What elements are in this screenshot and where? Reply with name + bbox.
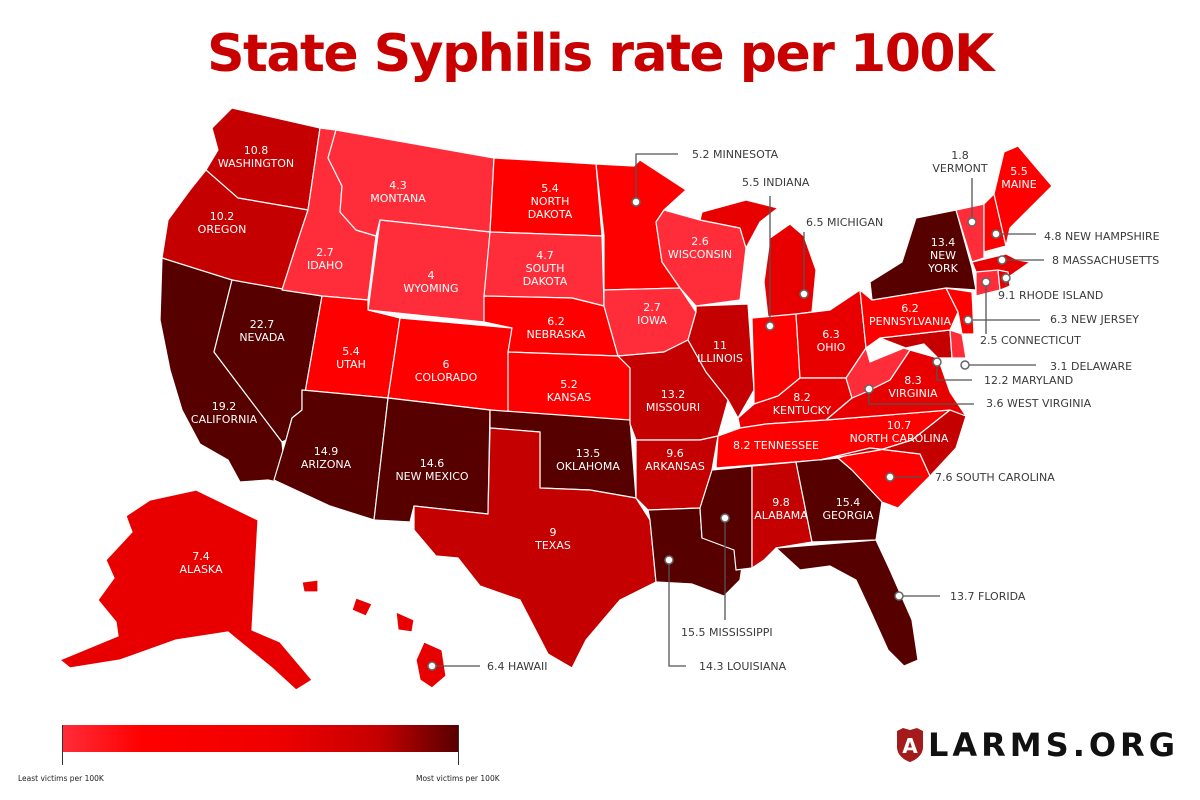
- legend-high-label: Most victims per 100K: [416, 774, 500, 783]
- pin-florida: [894, 591, 904, 601]
- state-colorado[interactable]: [387, 317, 513, 413]
- callout-florida: 13.7 FLORIDA: [950, 590, 1026, 603]
- callout-south-carolina: 7.6 SOUTH CAROLINA: [935, 471, 1055, 484]
- color-scale-legend: [62, 725, 459, 765]
- callout-massachusetts: 8 MASSACHUSETTS: [1052, 254, 1159, 267]
- state-west-virginia[interactable]: [845, 347, 911, 399]
- label-kansas: 5.2 KANSAS: [547, 378, 591, 404]
- label-montana: 4.3 MONTANA: [370, 179, 426, 205]
- label-virginia: 8.3 VIRGINIA: [888, 374, 938, 400]
- callout-hawaii: 6.4 HAWAII: [487, 660, 547, 673]
- leader-maryland: [936, 362, 972, 381]
- state-hawaii-island-4[interactable]: [301, 579, 319, 593]
- label-alaska: 7.4 ALASKA: [180, 550, 223, 576]
- label-arkansas: 9.6 ARKANSAS: [645, 447, 705, 473]
- label-nevada: 22.7 NEVADA: [239, 318, 285, 344]
- callout-west-virginia: 3.6 WEST VIRGINIA: [986, 397, 1092, 410]
- pin-west-virginia: [864, 384, 874, 394]
- pin-minnesota: [631, 197, 641, 207]
- label-kentucky: 8.2 KENTUCKY: [773, 391, 832, 417]
- brand-text: LARMS.ORG: [928, 726, 1179, 764]
- label-colorado: 6 COLORADO: [415, 358, 478, 384]
- label-north-carolina: 10.7 NORTH CAROLINA: [850, 419, 949, 445]
- label-illinois: 11 ILLINOIS: [697, 339, 743, 365]
- state-maine[interactable]: [993, 145, 1053, 247]
- label-maine: 5.5 MAINE: [1001, 165, 1036, 191]
- label-georgia: 15.4 GEORGIA: [822, 496, 874, 522]
- state-delaware[interactable]: [949, 329, 967, 359]
- pin-michigan: [799, 289, 809, 299]
- state-michigan-lower[interactable]: [763, 223, 817, 319]
- label-california: 19.2 CALIFORNIA: [191, 400, 258, 426]
- shield-icon: A: [897, 728, 923, 762]
- pin-delaware: [960, 360, 970, 370]
- callout-new-hampshire: 4.8 NEW HAMPSHIRE: [1044, 230, 1160, 243]
- state-montana[interactable]: [327, 129, 495, 237]
- pin-massachusetts: [997, 255, 1007, 265]
- pin-louisiana: [664, 555, 674, 565]
- leader-louisiana: [668, 560, 686, 667]
- state-vermont[interactable]: [955, 203, 985, 263]
- callout-maryland: 12.2 MARYLAND: [984, 374, 1073, 387]
- callout-indiana: 5.5 INDIANA: [742, 176, 810, 189]
- callout-minnesota: 5.2 MINNESOTA: [692, 148, 779, 161]
- state-florida[interactable]: [775, 539, 919, 667]
- pin-hawaii: [427, 661, 437, 671]
- label-wyoming: 4 WYOMING: [403, 269, 458, 295]
- label-north-dakota: 5.4 NORTH DAKOTA: [528, 182, 573, 221]
- label-nebraska: 6.2 NEBRASKA: [527, 315, 586, 341]
- label-texas: 9 TEXAS: [534, 526, 571, 552]
- label-utah: 5.4 UTAH: [336, 345, 366, 371]
- label-missouri: 13.2 MISSOURI: [646, 388, 700, 414]
- label-iowa: 2.7 IOWA: [637, 301, 667, 327]
- state-texas[interactable]: [413, 427, 657, 669]
- label-idaho: 2.7 IDAHO: [307, 246, 343, 272]
- state-hawaii-island-3[interactable]: [351, 597, 373, 617]
- label-washington: 10.8 WASHINGTON: [218, 144, 294, 170]
- state-illinois[interactable]: [687, 303, 755, 419]
- callout-delaware: 3.1 DELAWARE: [1050, 360, 1132, 373]
- legend-tick-high: [458, 725, 459, 765]
- callout-mississippi: 15.5 MISSISSIPPI: [681, 626, 773, 639]
- callout-rhode-island: 9.1 RHODE ISLAND: [998, 289, 1103, 302]
- chart-title: State Syphilis rate per 100K: [207, 24, 994, 84]
- label-wisconsin: 2.6 WISCONSIN: [668, 235, 732, 261]
- leader-west-virginia: [868, 389, 974, 405]
- state-alaska[interactable]: [59, 489, 313, 691]
- legend-low-label: Least victims per 100K: [18, 774, 104, 783]
- callout-vermont: 1.8 VERMONT: [932, 149, 987, 175]
- label-oklahoma: 13.5 OKLAHOMA: [556, 447, 620, 473]
- label-oregon: 10.2 OREGON: [198, 210, 247, 236]
- pin-connecticut: [981, 277, 991, 287]
- state-north-carolina[interactable]: [819, 409, 967, 477]
- pin-rhode-island: [1001, 273, 1011, 283]
- pin-indiana: [765, 321, 775, 331]
- pin-south-carolina: [885, 472, 895, 482]
- pin-mississippi: [720, 513, 730, 523]
- callout-michigan: 6.5 MICHIGAN: [806, 216, 883, 229]
- leader-minnesota: [635, 153, 678, 202]
- callout-connecticut: 2.5 CONNECTICUT: [980, 334, 1081, 347]
- label-ohio: 6.3 OHIO: [817, 328, 846, 354]
- pin-new-hampshire: [991, 229, 1001, 239]
- label-pennsylvania: 6.2 PENNSYLVANIA: [869, 302, 951, 328]
- label-new-york: 13.4 NEW YORK: [927, 236, 958, 275]
- svg-text:A: A: [902, 734, 918, 758]
- label-arizona: 14.9 ARIZONA: [301, 445, 352, 471]
- callout-louisiana: 14.3 LOUISIANA: [699, 660, 787, 673]
- state-hawaii-island-2[interactable]: [395, 611, 415, 633]
- state-michigan[interactable]: [699, 199, 779, 249]
- pin-maryland: [932, 357, 942, 367]
- label-new-mexico: 14.6 NEW MEXICO: [395, 457, 468, 483]
- alarms-org-logo[interactable]: A LARMS.ORG: [896, 726, 1179, 764]
- legend-tick-low: [62, 725, 63, 765]
- pin-new-jersey: [963, 315, 973, 325]
- legend-gradient-bar: [62, 725, 459, 752]
- label-tennessee: 8.2 TENNESSEE: [733, 439, 819, 452]
- label-south-dakota: 4.7 SOUTH DAKOTA: [523, 249, 568, 288]
- pin-vermont: [967, 217, 977, 227]
- callout-new-jersey: 6.3 NEW JERSEY: [1050, 313, 1139, 326]
- label-alabama: 9.8 ALABAMA: [754, 496, 808, 522]
